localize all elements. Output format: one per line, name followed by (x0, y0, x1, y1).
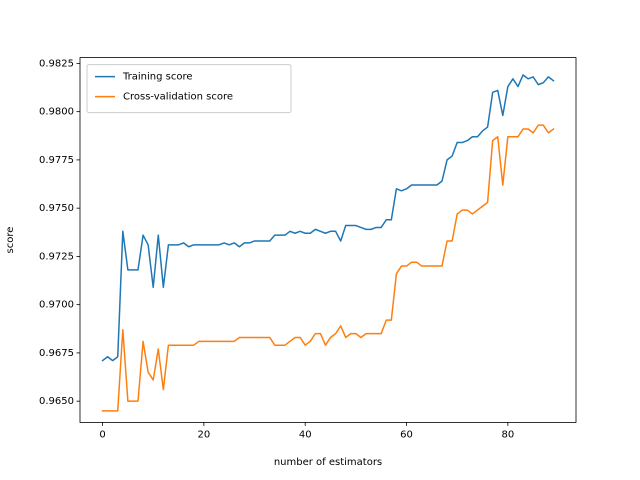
legend-label: Training score (122, 72, 193, 83)
x-tick-label: 0 (99, 429, 105, 440)
x-tick-label: 40 (299, 429, 312, 440)
y-axis-label: score (5, 227, 16, 254)
legend-box (86, 64, 292, 114)
y-tick-label: 0.9800 (39, 107, 74, 118)
legend: Training score Cross-validation score (86, 64, 292, 114)
y-tick-label: 0.9675 (39, 348, 74, 359)
y-tick-label: 0.9700 (39, 300, 74, 311)
y-tick-label: 0.9750 (39, 203, 74, 214)
y-tick-label: 0.9650 (39, 396, 74, 407)
x-tick-label: 80 (501, 429, 514, 440)
y-tick-label: 0.9725 (39, 251, 74, 262)
x-tick-label: 20 (198, 429, 211, 440)
line-series (101, 124, 555, 412)
x-tick-label: 60 (400, 429, 413, 440)
legend-label: Cross-validation score (123, 92, 233, 103)
y-tick-label: 0.9775 (39, 155, 74, 166)
x-axis-label: number of estimators (274, 457, 382, 468)
axes-frame (79, 57, 577, 423)
y-tick-label: 0.9825 (39, 58, 74, 69)
line-series (101, 74, 555, 362)
